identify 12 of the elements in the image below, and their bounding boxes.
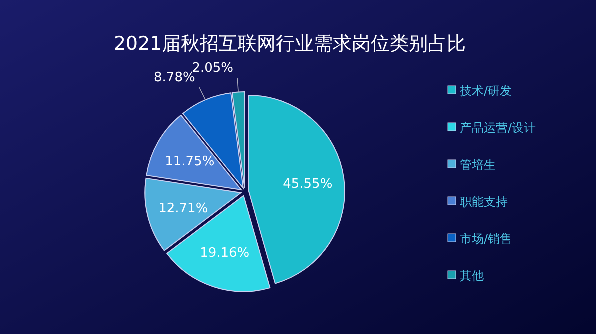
data-label: 45.55% xyxy=(283,177,333,192)
legend-label: 职能支持 xyxy=(460,195,508,209)
legend-label: 产品运营/设计 xyxy=(460,121,536,135)
legend-label: 市场/销售 xyxy=(460,232,512,246)
data-label: 12.71% xyxy=(158,202,208,217)
legend-label: 技术/研发 xyxy=(459,84,512,98)
chart-title: 2021届秋招互联网行业需求岗位类别占比 xyxy=(114,33,466,55)
data-label: 2.05% xyxy=(192,61,234,76)
data-label: 19.16% xyxy=(200,246,250,262)
legend-label: 其他 xyxy=(460,269,484,283)
legend-label: 管培生 xyxy=(460,158,496,172)
data-label: 11.75% xyxy=(165,154,215,170)
